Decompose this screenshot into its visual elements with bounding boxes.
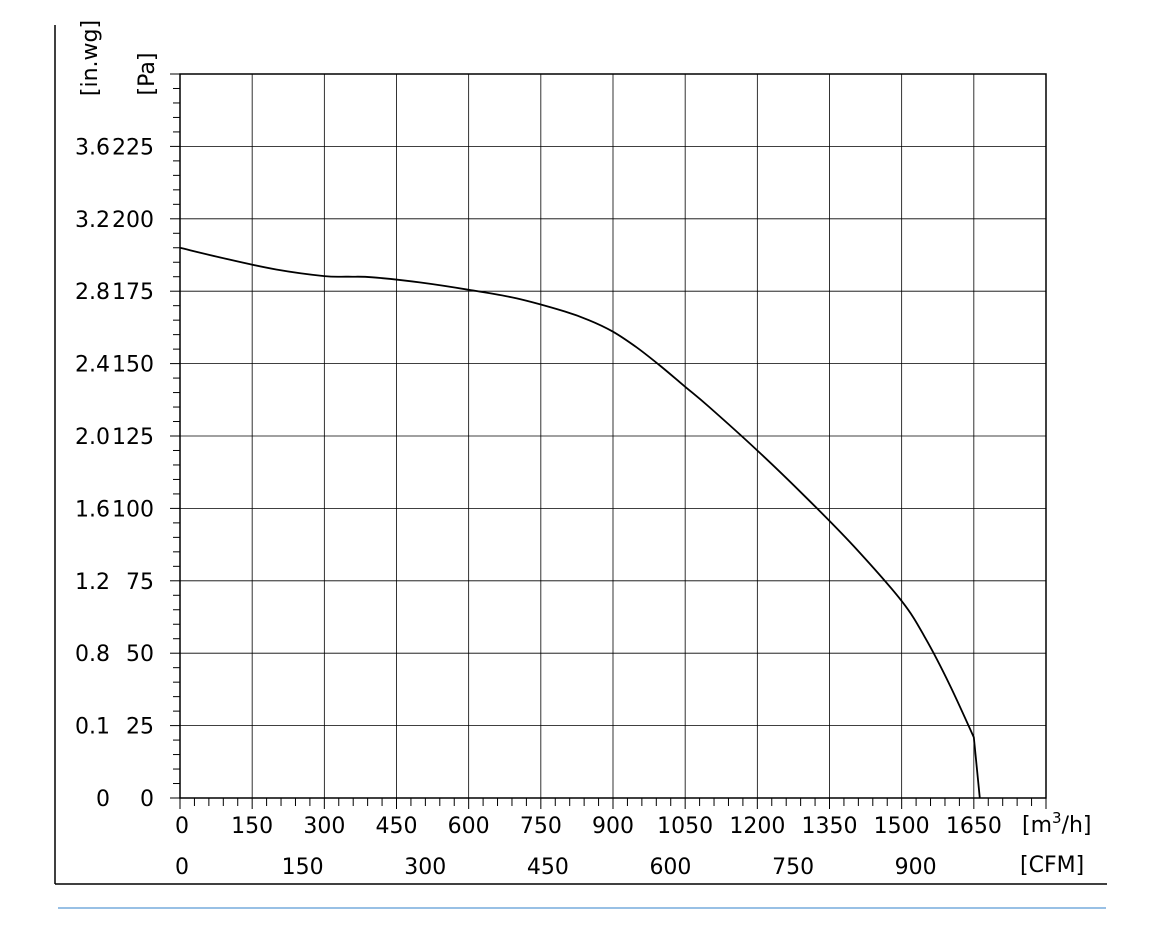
- y-tick-label-pa: 50: [126, 642, 154, 667]
- y-tick-label-pa: 25: [126, 715, 154, 740]
- x-tick-label-m3h: 1200: [729, 814, 785, 839]
- plot-area-border: [179, 73, 1047, 799]
- x-tick-label-m3h: 300: [303, 814, 345, 839]
- x-unit-cfm: [CFM]: [1020, 853, 1084, 878]
- y-tick-label-inwg: 0.8: [75, 642, 110, 667]
- x-tick-label-m3h: 1650: [946, 814, 1002, 839]
- x-tick-label-cfm: 450: [527, 855, 569, 880]
- x-tick-label-cfm: 900: [895, 855, 937, 880]
- x-tick-label-m3h: 150: [231, 814, 273, 839]
- y-tick-label-pa: 0: [140, 787, 154, 812]
- x-tick-label-m3h: 1500: [874, 814, 930, 839]
- x-tick-label-cfm: 300: [404, 855, 446, 880]
- y-tick-label-pa: 150: [112, 353, 154, 378]
- y-tick-label-inwg: 3.2: [75, 208, 110, 233]
- x-tick-label-m3h: 1050: [657, 814, 713, 839]
- y-tick-label-inwg: 0.1: [75, 715, 110, 740]
- y-tick-label-inwg: 2.8: [75, 280, 110, 305]
- y-tick-label-pa: 225: [112, 135, 154, 160]
- grid-lines: [180, 74, 1046, 798]
- x-tick-label-m3h: 450: [376, 814, 418, 839]
- y-tick-label-inwg: 2.4: [75, 353, 110, 378]
- y-tick-label-pa: 75: [126, 570, 154, 595]
- x-tick-label-m3h: 1350: [802, 814, 858, 839]
- y-tick-label-inwg: 0: [96, 787, 110, 812]
- y-tick-label-inwg: 1.6: [75, 497, 110, 522]
- x-tick-label-cfm: 150: [282, 855, 324, 880]
- minor-ticks: [170, 73, 1047, 809]
- x-tick-label-cfm: 750: [772, 855, 814, 880]
- y-tick-label-pa: 200: [112, 208, 154, 233]
- x-tick-label-cfm: 600: [649, 855, 691, 880]
- y-tick-label-inwg: 3.6: [75, 135, 110, 160]
- x-unit-m3h: [m3/h]: [1022, 809, 1092, 838]
- y-unit-in-wg: [in.wg]: [78, 20, 103, 96]
- x-tick-label-m3h: 900: [592, 814, 634, 839]
- y-tick-label-pa: 100: [112, 497, 154, 522]
- x-tick-label-cfm: 0: [175, 855, 189, 880]
- y-unit-pa: [Pa]: [135, 53, 160, 96]
- x-tick-label-m3h: 750: [520, 814, 562, 839]
- y-tick-label-pa: 175: [112, 280, 154, 305]
- superscript-3: 3: [1052, 809, 1062, 827]
- y-tick-label-pa: 125: [112, 425, 154, 450]
- x-tick-label-m3h: 0: [175, 814, 189, 839]
- performance-curve: [179, 246, 981, 799]
- y-tick-label-inwg: 1.2: [75, 570, 110, 595]
- x-tick-labels: 0 150 300 450 600 750 900 1050 1200 1350 1500 1650 0…: [175, 814, 1002, 880]
- x-tick-label-m3h: 600: [448, 814, 490, 839]
- y-tick-label-inwg: 2.0: [75, 425, 110, 450]
